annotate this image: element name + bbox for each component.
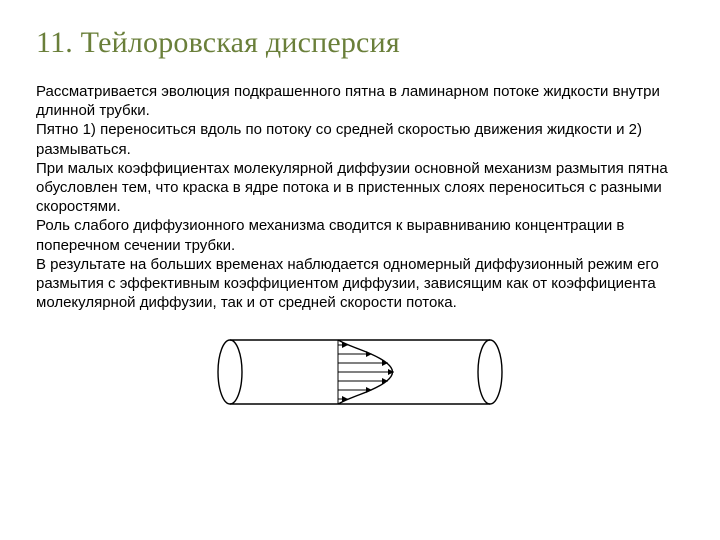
body-text: Рассматривается эволюция подкрашенного п… xyxy=(36,82,676,312)
diagram-container xyxy=(36,336,684,408)
page-title: 11. Тейлоровская дисперсия xyxy=(36,26,684,60)
tube-flow-diagram xyxy=(214,336,506,408)
